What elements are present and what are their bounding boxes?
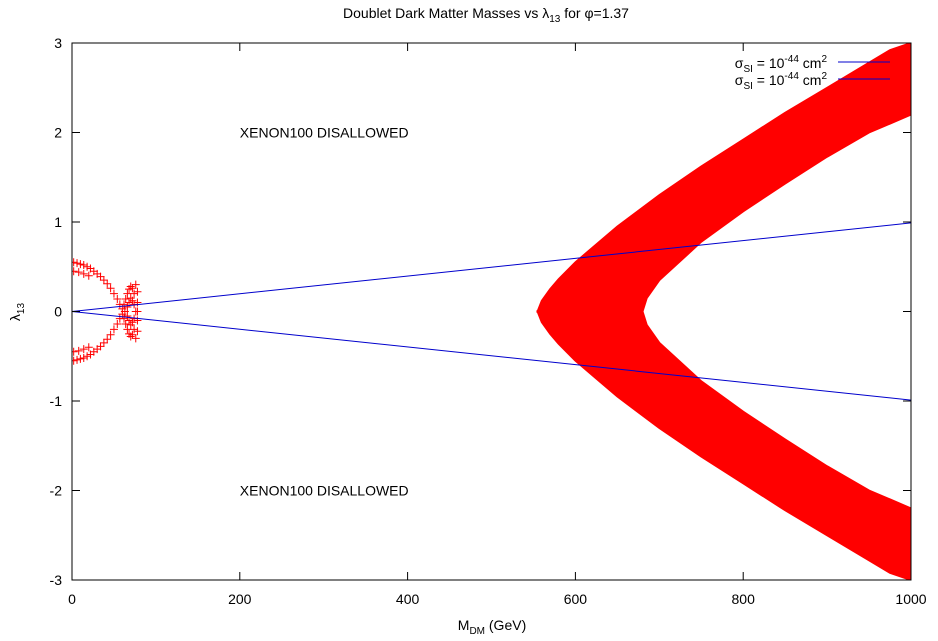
scatter-point: [130, 289, 139, 298]
sigma-line-3: [72, 311, 911, 401]
allowed-band: [536, 43, 911, 580]
scatter-point: [72, 258, 78, 267]
scatter-point: [126, 282, 135, 291]
x-tick-label: 800: [732, 591, 756, 607]
y-tick-label: -3: [50, 572, 63, 588]
scatter-point: [126, 332, 135, 341]
sigma-line-2: [72, 222, 911, 312]
scatter-point: [72, 356, 78, 365]
y-tick-label: -2: [50, 483, 63, 499]
scatter-point: [72, 267, 78, 276]
scatter-point: [103, 335, 112, 344]
scatter-point: [120, 307, 129, 316]
scatter-point: [79, 345, 88, 354]
scatter-point: [106, 330, 115, 339]
scatter-point: [109, 289, 118, 298]
scatter-point: [79, 354, 88, 363]
scatter-point: [72, 347, 78, 356]
scatter-point: [83, 352, 92, 361]
y-axis-label: λ13: [7, 303, 27, 322]
scatter-point: [83, 262, 92, 271]
y-tick-label: 1: [54, 214, 62, 230]
scatter-point: [113, 294, 122, 303]
x-axis-ticks: 0 200 400 600 800 1000: [68, 43, 927, 607]
scatter-point: [79, 260, 88, 269]
scatter-point: [121, 320, 130, 329]
scatter-point: [133, 307, 142, 316]
scatter-point: [76, 260, 85, 269]
x-tick-label: 0: [68, 591, 76, 607]
scatter-point: [76, 354, 85, 363]
scatter-point: [99, 276, 108, 285]
y-axis-ticks: -3 -2 -1 0 1 2 3: [50, 35, 911, 588]
band-lower-arm: [536, 310, 911, 580]
band-upper-arm: [536, 43, 911, 313]
scatter-point: [109, 325, 118, 334]
scatter-point: [128, 296, 137, 305]
scatter-point: [96, 342, 105, 351]
scatter-point: [128, 284, 137, 293]
scatter-point: [123, 325, 132, 334]
x-tick-label: 400: [396, 591, 420, 607]
allowed-points: [72, 258, 142, 365]
scatter-point: [131, 280, 140, 289]
y-tick-label: 3: [54, 35, 62, 51]
scatter-point: [113, 320, 122, 329]
scatter-point: [128, 330, 137, 339]
legend-label-1: σSI = 10-44 cm2: [735, 54, 828, 75]
annotation-upper: XENON100 DISALLOWED: [240, 125, 409, 141]
x-tick-label: 600: [564, 591, 588, 607]
x-tick-label: 200: [228, 591, 252, 607]
scatter-point: [128, 318, 137, 327]
y-tick-label: -1: [50, 393, 63, 409]
scatter-point: [73, 259, 82, 268]
scatter-point: [133, 298, 142, 307]
scatter-point: [133, 327, 142, 336]
scatter-point: [84, 343, 93, 352]
scatter-point: [74, 346, 83, 355]
scatter-point: [123, 289, 132, 298]
scatter-point: [130, 325, 139, 334]
scatter-point: [84, 271, 93, 280]
legend: σSI = 10-44 cm2 σSI = 10-44 cm2: [735, 54, 890, 92]
annotation-lower: XENON100 DISALLOWED: [240, 483, 409, 499]
scatter-point: [133, 316, 142, 325]
scatter-point: [133, 287, 142, 296]
y-tick-label: 2: [54, 125, 62, 141]
scatter-point: [123, 303, 132, 312]
scatter-point: [123, 311, 132, 320]
legend-label-2: σSI = 10-44 cm2: [735, 71, 828, 92]
scatter-point: [131, 334, 140, 343]
scatter-point: [99, 338, 108, 347]
scatter-point: [74, 268, 83, 277]
y-tick-label: 0: [54, 304, 62, 320]
chart-title: Doublet Dark Matter Masses vs λ13 for φ=…: [343, 5, 629, 25]
scatter-point: [106, 284, 115, 293]
scatter-point: [73, 355, 82, 364]
sigma-lines: [72, 222, 911, 401]
scatter-point: [79, 269, 88, 278]
x-axis-label: MDM (GeV): [458, 617, 526, 637]
scatter-point: [103, 279, 112, 288]
x-tick-label: 1000: [895, 591, 926, 607]
scatter-point: [96, 272, 105, 281]
scatter-point: [121, 294, 130, 303]
